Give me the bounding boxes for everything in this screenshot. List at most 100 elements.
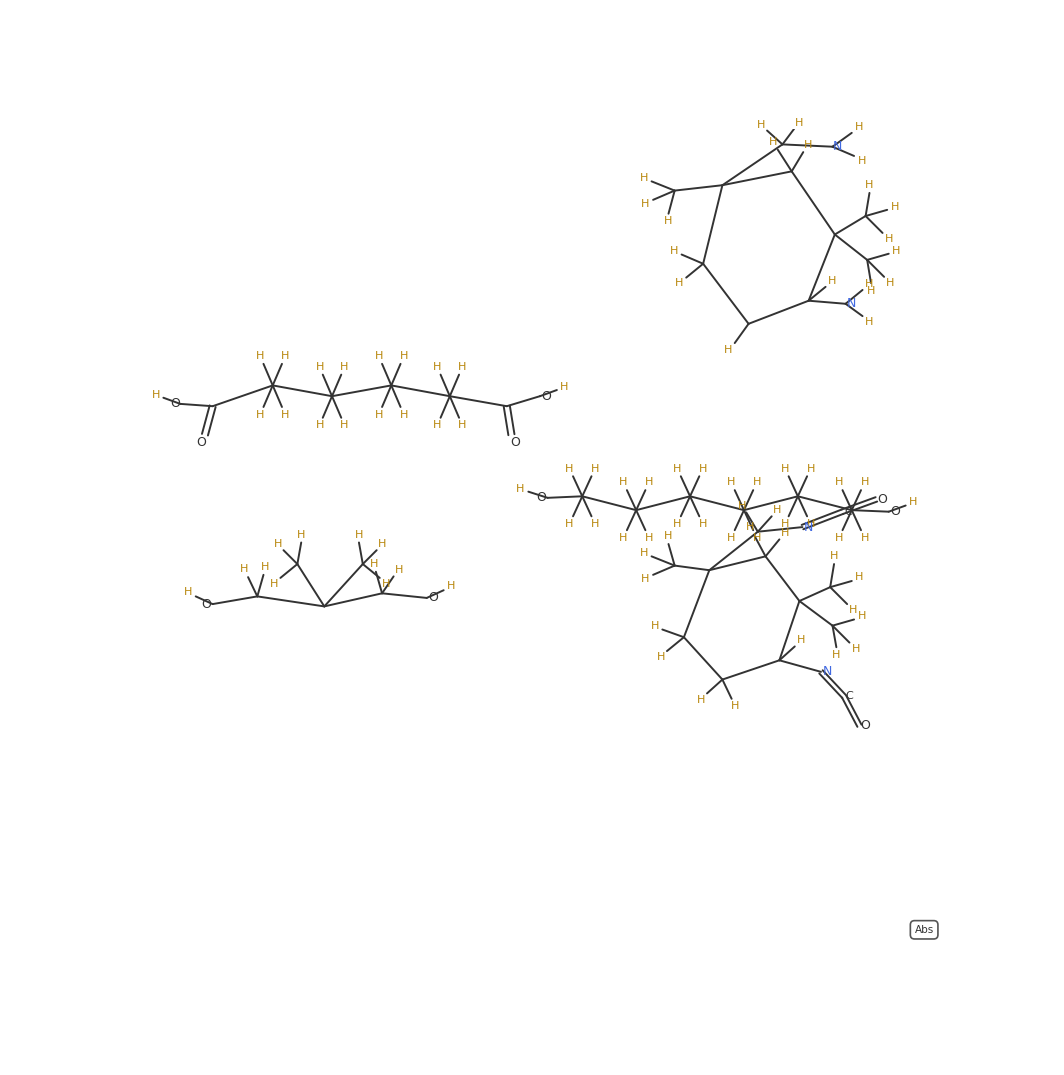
Text: H: H	[261, 562, 269, 572]
Text: H: H	[340, 362, 349, 372]
Text: H: H	[854, 123, 863, 132]
Text: H: H	[184, 587, 193, 597]
Text: H: H	[781, 519, 789, 529]
Text: C: C	[846, 691, 853, 702]
Text: H: H	[858, 611, 866, 620]
Text: H: H	[340, 420, 349, 430]
Text: H: H	[781, 463, 789, 474]
Text: H: H	[675, 278, 683, 288]
Text: H: H	[399, 352, 408, 361]
Text: H: H	[565, 519, 573, 529]
Text: C: C	[844, 506, 852, 517]
Text: H: H	[370, 559, 379, 569]
Text: H: H	[382, 579, 390, 589]
Text: H: H	[861, 533, 869, 543]
Text: H: H	[656, 653, 665, 662]
Text: H: H	[378, 539, 386, 549]
Text: H: H	[316, 420, 323, 430]
Text: Abs: Abs	[915, 924, 934, 935]
Text: H: H	[725, 345, 733, 355]
Text: H: H	[395, 565, 403, 575]
Text: H: H	[769, 138, 778, 147]
Text: O: O	[170, 398, 180, 411]
Text: H: H	[672, 519, 681, 529]
Text: H: H	[753, 533, 761, 543]
Text: H: H	[642, 200, 650, 210]
Text: H: H	[737, 501, 746, 511]
Text: H: H	[256, 352, 265, 361]
Text: O: O	[890, 505, 900, 518]
Text: H: H	[273, 539, 282, 549]
Text: H: H	[639, 547, 648, 558]
Text: H: H	[699, 463, 708, 474]
Text: H: H	[672, 463, 681, 474]
Text: H: H	[619, 477, 628, 487]
Text: H: H	[565, 463, 573, 474]
Text: H: H	[375, 352, 383, 361]
Text: H: H	[849, 605, 858, 615]
Text: H: H	[858, 156, 866, 166]
Text: H: H	[516, 484, 525, 493]
Text: H: H	[669, 246, 678, 256]
Text: N: N	[833, 140, 843, 154]
Text: H: H	[807, 463, 815, 474]
Text: H: H	[865, 278, 874, 289]
Text: H: H	[354, 530, 363, 540]
Text: O: O	[428, 591, 437, 604]
Text: H: H	[664, 216, 672, 227]
Text: N: N	[804, 520, 813, 533]
Text: H: H	[297, 530, 305, 540]
Text: H: H	[865, 317, 874, 327]
Text: H: H	[697, 694, 705, 704]
Text: H: H	[433, 420, 442, 430]
Text: H: H	[851, 644, 860, 654]
Text: H: H	[797, 635, 805, 645]
Text: H: H	[592, 463, 599, 474]
Text: H: H	[867, 286, 876, 296]
Text: H: H	[772, 505, 781, 515]
Text: H: H	[664, 531, 672, 542]
Text: H: H	[865, 181, 874, 190]
Text: H: H	[834, 477, 843, 487]
Text: H: H	[803, 140, 812, 150]
Text: H: H	[781, 528, 789, 539]
Text: H: H	[281, 352, 289, 361]
Text: O: O	[860, 719, 869, 732]
Text: H: H	[619, 533, 628, 543]
Text: O: O	[536, 491, 547, 504]
Text: H: H	[757, 120, 765, 130]
Text: H: H	[727, 533, 735, 543]
Text: H: H	[270, 579, 279, 589]
Text: H: H	[727, 477, 735, 487]
Text: H: H	[645, 533, 653, 543]
Text: O: O	[201, 598, 212, 611]
Text: H: H	[834, 533, 843, 543]
Text: H: H	[399, 410, 408, 419]
Text: H: H	[855, 572, 864, 583]
Text: N: N	[822, 665, 832, 678]
Text: H: H	[893, 246, 900, 256]
Text: O: O	[877, 492, 886, 506]
Text: H: H	[458, 362, 466, 372]
Text: H: H	[861, 477, 869, 487]
Text: H: H	[909, 498, 917, 507]
Text: H: H	[699, 519, 708, 529]
Text: H: H	[753, 477, 761, 487]
Text: N: N	[846, 298, 855, 311]
Text: H: H	[447, 580, 455, 590]
Text: H: H	[807, 519, 815, 529]
Text: O: O	[511, 435, 520, 449]
Text: H: H	[645, 477, 653, 487]
Text: H: H	[639, 172, 648, 183]
Text: H: H	[832, 650, 841, 660]
Text: H: H	[746, 522, 754, 532]
Text: H: H	[642, 574, 650, 584]
Text: H: H	[316, 362, 323, 372]
Text: O: O	[542, 390, 551, 403]
Text: H: H	[281, 410, 289, 419]
Text: H: H	[375, 410, 383, 419]
Text: H: H	[561, 382, 569, 392]
Text: H: H	[151, 389, 160, 400]
Text: H: H	[458, 420, 466, 430]
Text: H: H	[433, 362, 442, 372]
